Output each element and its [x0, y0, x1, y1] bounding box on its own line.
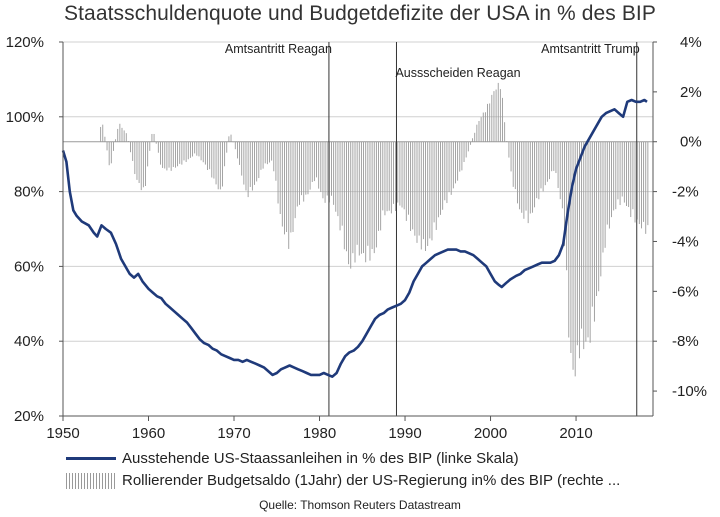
axes — [59, 41, 657, 421]
legend-swatch-bars — [66, 472, 116, 489]
x-tick-label-1950: 1950 — [46, 425, 79, 442]
y-left-tick-label-120: 120% — [6, 34, 44, 51]
y-right-tick-label-0: 0% — [680, 134, 702, 151]
chart-title: Staatsschuldenquote und Budgetdefizite d… — [64, 2, 656, 25]
debt-ratio-path — [61, 98, 648, 378]
x-tick-label-1990: 1990 — [388, 425, 421, 442]
y-right-tick-label-4: 4% — [680, 34, 702, 51]
y-right-tick-label--10: -10% — [672, 383, 707, 400]
y-left-tick-label-100: 100% — [6, 109, 44, 126]
legend-entry-debt: Ausstehende US-Staassanleihen in % des B… — [66, 450, 519, 467]
legend-label-budget: Rollierender Budgetsaldo (1Jahr) der US-… — [122, 472, 621, 489]
source-note: Quelle: Thomson Reuters Datastream — [259, 498, 461, 512]
x-tick-label-2000: 2000 — [474, 425, 507, 442]
annotation-label-0: Amtsantritt Reagan — [225, 42, 332, 56]
budget-balance-bars — [63, 82, 653, 377]
legend-swatch-line — [66, 457, 116, 460]
annotation-label-2: Amtsantritt Trump — [541, 42, 640, 56]
y-right-tick-label--8: -8% — [672, 333, 699, 350]
y-right-tick-label--4: -4% — [672, 233, 699, 250]
x-tick-label-1980: 1980 — [303, 425, 336, 442]
annotation-lines: Amtsantritt Reagan Aussscheiden Reagan Amt… — [225, 42, 640, 416]
debt-ratio-line — [61, 98, 648, 378]
y-left-tick-label-20: 20% — [14, 408, 44, 425]
legend: Ausstehende US-Staassanleihen in % des B… — [66, 446, 706, 496]
y-right-tick-label-2: 2% — [680, 84, 702, 101]
x-tick-label-2010: 2010 — [559, 425, 592, 442]
y-left-tick-label-80: 80% — [14, 184, 44, 201]
y-left-tick-label-40: 40% — [14, 333, 44, 350]
x-tick-label-1970: 1970 — [217, 425, 250, 442]
tick-labels: 1950 1960 1970 1980 1990 2000 2010 20% 40% 60% 80%… — [6, 34, 707, 442]
legend-label-debt: Ausstehende US-Staassanleihen in % des B… — [122, 450, 519, 467]
legend-entry-budget: Rollierender Budgetsaldo (1Jahr) der US-… — [66, 472, 620, 489]
y-right-tick-label--2: -2% — [672, 184, 699, 201]
annotation-label-1: Aussscheiden Reagan — [395, 66, 520, 80]
y-left-tick-label-60: 60% — [14, 258, 44, 275]
x-tick-label-1960: 1960 — [132, 425, 165, 442]
y-right-tick-label--6: -6% — [672, 283, 699, 300]
